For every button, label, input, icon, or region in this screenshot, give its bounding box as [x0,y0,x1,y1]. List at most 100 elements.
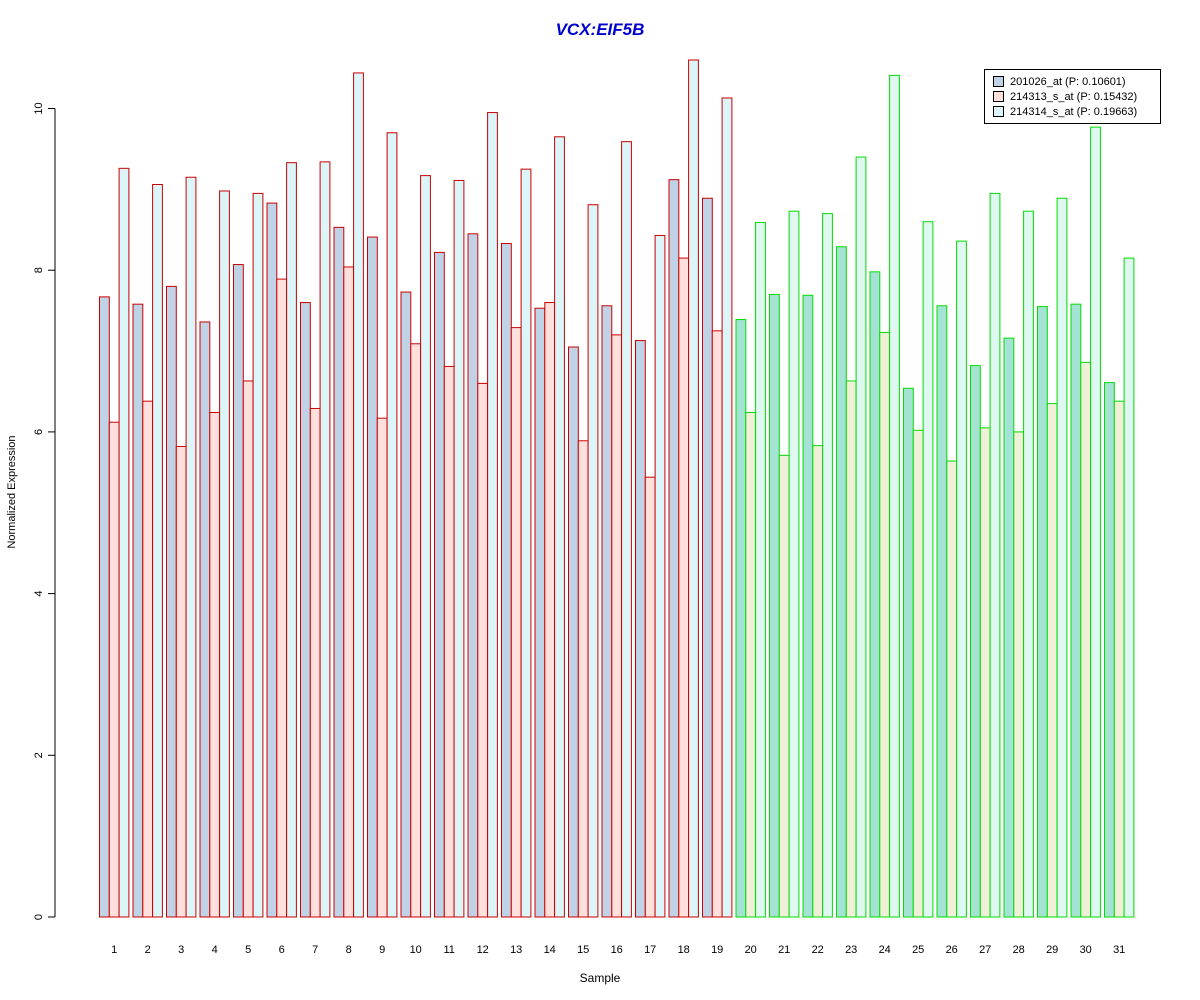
bar [979,427,991,918]
chart-title: VCX:EIF5B [555,20,645,39]
bar [453,179,465,918]
bar [443,365,455,918]
bar [788,210,800,918]
bar [199,321,211,918]
bar [166,285,177,918]
legend-entry: 201026_at (P: 0.10601) [993,74,1160,89]
y-tick-label: 6 [33,429,45,435]
legend-label: 214313_s_at (P: 0.15432) [1010,90,1138,103]
bar [812,445,824,918]
bar [420,175,431,918]
bar [778,454,790,918]
bar [635,340,646,918]
bar [242,380,254,918]
bar [520,168,532,918]
bar [755,222,766,918]
bar [376,417,388,918]
bar [702,197,713,918]
bar [1080,361,1092,918]
bar [386,132,398,918]
bar [1046,403,1058,918]
x-tick-label: 23 [845,944,857,956]
x-tick-label: 21 [778,944,790,956]
x-tick-label: 8 [346,944,352,956]
bar [544,302,556,918]
bar [1123,257,1135,918]
bar [309,407,321,918]
x-tick-label: 2 [145,944,151,956]
y-axis-label: Normalized Expression [6,435,18,549]
bar [889,74,900,918]
y-tick-label: 2 [33,752,45,758]
bar [845,380,857,918]
x-tick-label: 14 [544,944,556,956]
x-tick-label: 3 [178,944,184,956]
bar [903,387,914,918]
x-tick-label: 4 [212,944,218,956]
x-tick-label: 27 [979,944,991,956]
x-tick-label: 20 [745,944,757,956]
x-tick-label: 19 [711,944,723,956]
bar [108,421,120,918]
bar [678,257,690,918]
bar [601,305,613,918]
bar [936,305,948,918]
bar [869,271,881,918]
bar [1013,431,1025,918]
bar [822,213,833,918]
x-tick-label: 15 [577,944,589,956]
bar [99,296,110,918]
bar [721,97,733,918]
x-tick-label: 5 [245,944,251,956]
bar [946,460,958,918]
x-tick-label: 24 [879,944,891,956]
bar [1003,337,1015,918]
bar [922,221,934,918]
x-tick-label: 13 [510,944,522,956]
y-tick-label: 0 [33,914,45,920]
bar [276,278,288,918]
bar [333,226,345,918]
x-tick-label: 25 [912,944,924,956]
bar [300,302,311,918]
bar [534,307,546,918]
bar [587,204,599,918]
bar [467,233,479,918]
legend-label: 214314_s_at (P: 0.19663) [1010,105,1138,118]
bar [142,400,154,918]
bar [209,412,221,918]
x-tick-label: 6 [279,944,285,956]
bar [611,334,623,918]
bar [802,294,814,918]
bar [501,243,512,918]
bar [185,176,197,918]
x-tick-label: 9 [379,944,385,956]
bar [252,192,264,918]
bar [855,156,867,918]
bar [510,327,522,918]
bar [1023,210,1034,918]
bar [577,440,589,918]
y-tick-label: 8 [33,267,45,273]
bar [970,365,981,918]
bar [621,141,632,918]
bar [745,412,757,918]
legend-label: 201026_at (P: 0.10601) [1010,75,1126,88]
bar [912,429,924,918]
bar [568,346,579,918]
bar [711,330,723,918]
x-tick-label: 16 [611,944,623,956]
legend-entry: 214313_s_at (P: 0.15432) [993,89,1160,104]
bar [1104,382,1115,918]
bar [118,167,130,918]
bar [769,293,780,918]
x-tick-label: 22 [812,944,824,956]
x-tick-label: 26 [946,944,958,956]
bar [1070,303,1082,918]
x-tick-label: 29 [1046,944,1058,956]
legend-entry: 214314_s_at (P: 0.19663) [993,104,1160,119]
bar [152,184,163,918]
x-tick-label: 1 [111,944,117,956]
bar [219,190,230,918]
